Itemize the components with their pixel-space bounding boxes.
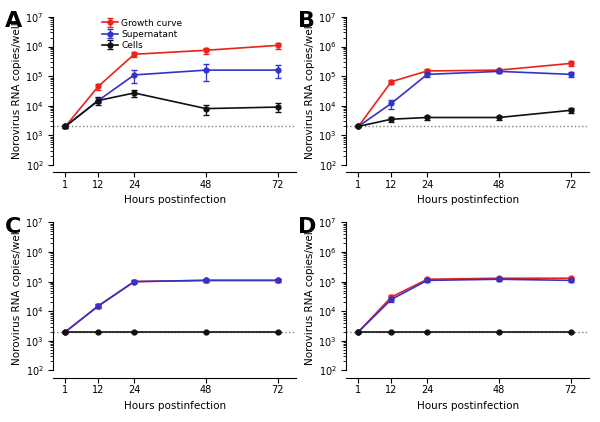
- Text: A: A: [5, 11, 22, 31]
- X-axis label: Hours postinfection: Hours postinfection: [124, 401, 226, 411]
- Y-axis label: Norovirus RNA copies/well: Norovirus RNA copies/well: [13, 228, 22, 365]
- X-axis label: Hours postinfection: Hours postinfection: [124, 195, 226, 206]
- Text: C: C: [5, 216, 21, 237]
- Legend: Growth curve, Supernatant, Cells: Growth curve, Supernatant, Cells: [101, 19, 182, 50]
- Y-axis label: Norovirus RNA copies/well: Norovirus RNA copies/well: [305, 22, 316, 160]
- Y-axis label: Norovirus RNA copies/well: Norovirus RNA copies/well: [305, 228, 316, 365]
- Y-axis label: Norovirus RNA copies/well: Norovirus RNA copies/well: [13, 22, 22, 160]
- X-axis label: Hours postinfection: Hours postinfection: [416, 401, 519, 411]
- X-axis label: Hours postinfection: Hours postinfection: [416, 195, 519, 206]
- Text: B: B: [298, 11, 315, 31]
- Text: D: D: [298, 216, 316, 237]
